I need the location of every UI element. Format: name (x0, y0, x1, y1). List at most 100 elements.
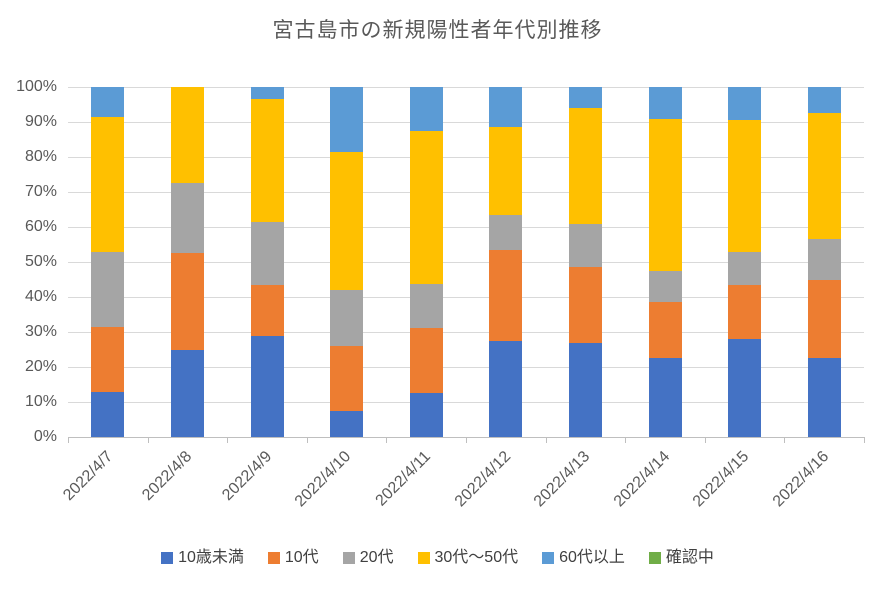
bar-2022/4/16 (807, 87, 841, 437)
legend-item-確認中[interactable]: 確認中 (648, 550, 714, 566)
bar-segment-30代〜50代[interactable] (250, 99, 284, 222)
legend-swatch-icon (267, 552, 280, 564)
legend-item-10代[interactable]: 10代 (267, 549, 319, 566)
bar-segment-20代[interactable] (807, 239, 841, 280)
bar-segment-10歳未満[interactable] (409, 393, 443, 437)
y-axis-tick-label: 60% (24, 218, 57, 235)
legend-swatch-icon (342, 552, 355, 564)
bar-segment-30代〜50代[interactable] (489, 127, 523, 215)
bar-segment-60代以上[interactable] (250, 87, 284, 100)
bar-segment-30代〜50代[interactable] (648, 118, 682, 271)
gridline (68, 157, 864, 158)
y-axis-tick-label: 80% (24, 148, 57, 165)
legend-item-60代以上[interactable]: 60代以上 (542, 550, 625, 566)
legend-swatch-icon (417, 552, 430, 564)
bar-2022/4/10 (330, 87, 364, 437)
bar-segment-10歳未満[interactable] (170, 349, 204, 437)
bar-segment-10代[interactable] (330, 346, 364, 411)
bar-segment-60代以上[interactable] (409, 87, 443, 131)
bar-segment-20代[interactable] (91, 251, 125, 327)
bar-segment-10代[interactable] (170, 253, 204, 350)
x-axis-tick-mark (466, 437, 467, 443)
y-axis-tick-label: 90% (24, 113, 57, 130)
gridline (68, 332, 864, 333)
x-axis-tick-label: 2022/4/9 (218, 448, 276, 505)
bar-segment-20代[interactable] (648, 270, 682, 303)
gridline (68, 262, 864, 263)
bar-segment-20代[interactable] (489, 214, 523, 250)
legend-swatch-icon (648, 552, 661, 564)
bar-segment-10歳未満[interactable] (807, 358, 841, 437)
bar-segment-10代[interactable] (409, 327, 443, 394)
legend-label: 30代〜50代 (434, 549, 519, 566)
bar-segment-60代以上[interactable] (807, 87, 841, 114)
bar-segment-30代〜50代[interactable] (807, 113, 841, 240)
bar-segment-20代[interactable] (728, 251, 762, 285)
legend-item-10歳未満[interactable]: 10歳未満 (161, 550, 244, 566)
x-axis-tick-mark (704, 437, 706, 443)
bar-segment-20代[interactable] (250, 221, 284, 285)
bar-segment-10代[interactable] (648, 302, 682, 359)
bar-segment-30代〜50代[interactable] (728, 120, 762, 252)
x-axis-tick-label: 2022/4/13 (531, 448, 594, 511)
y-axis-tick-label: 40% (24, 288, 57, 305)
y-axis-tick-label: 70% (24, 183, 57, 200)
x-axis-tick-label: 2022/4/15 (690, 448, 753, 511)
bar-segment-20代[interactable] (170, 183, 204, 254)
bar-segment-10歳未満[interactable] (648, 358, 682, 437)
x-axis-tick-mark (68, 437, 69, 443)
gridline (68, 87, 864, 88)
legend-item-30代〜50代[interactable]: 30代〜50代 (417, 549, 519, 566)
x-axis-tick-label: 2022/4/14 (610, 448, 674, 511)
x-axis-tick-mark (306, 437, 308, 443)
legend-item-20代[interactable]: 20代 (342, 550, 394, 566)
bar-segment-60代以上[interactable] (489, 87, 523, 128)
bar-segment-60代以上[interactable] (728, 87, 762, 121)
bar-2022/4/13 (568, 87, 602, 437)
legend-label: 10歳未満 (178, 549, 244, 566)
bar-segment-30代〜50代[interactable] (568, 108, 602, 224)
bar-2022/4/9 (250, 87, 284, 437)
x-axis-tick-label: 2022/4/7 (59, 448, 116, 505)
bar-segment-30代〜50代[interactable] (409, 130, 443, 284)
bar-segment-10歳未満[interactable] (568, 342, 602, 437)
x-axis-tick-mark (784, 437, 786, 443)
bar-segment-10歳未満[interactable] (330, 410, 364, 437)
x-axis-tick-mark (625, 437, 627, 443)
bar-segment-10代[interactable] (250, 284, 284, 336)
bar-segment-20代[interactable] (568, 223, 602, 268)
y-axis-tick-label: 100% (16, 78, 57, 95)
bar-segment-10歳未満[interactable] (728, 339, 762, 437)
gridline (68, 227, 864, 228)
bar-segment-10歳未満[interactable] (489, 340, 523, 437)
x-axis-tick-label: 2022/4/11 (372, 448, 435, 510)
bar-segment-30代〜50代[interactable] (170, 87, 204, 184)
bar-segment-60代以上[interactable] (648, 87, 682, 119)
bar-segment-10歳未満[interactable] (250, 335, 284, 437)
bar-2022/4/12 (489, 87, 523, 437)
bar-segment-10代[interactable] (728, 284, 762, 339)
bar-segment-20代[interactable] (409, 283, 443, 328)
bar-segment-10代[interactable] (807, 279, 841, 359)
legend-swatch-icon (542, 552, 555, 564)
bar-segment-60代以上[interactable] (330, 87, 364, 152)
bar-segment-60代以上[interactable] (568, 87, 602, 108)
y-axis-tick-label: 20% (24, 358, 57, 375)
gridline (68, 122, 864, 123)
x-axis-tick-label: 2022/4/8 (139, 448, 196, 505)
x-axis-tick-label: 2022/4/16 (769, 448, 833, 511)
bar-segment-20代[interactable] (330, 290, 364, 346)
bar-segment-10代[interactable] (489, 249, 523, 341)
y-axis-tick-label: 10% (24, 393, 57, 410)
bar-2022/4/14 (648, 87, 682, 437)
bar-2022/4/8 (170, 87, 204, 437)
gridline (68, 192, 864, 193)
legend-label: 10代 (284, 549, 319, 566)
bar-segment-30代〜50代[interactable] (330, 151, 364, 290)
bar-segment-10代[interactable] (91, 326, 125, 392)
bar-segment-30代〜50代[interactable] (91, 116, 125, 252)
bar-segment-10歳未満[interactable] (91, 391, 125, 437)
bar-segment-60代以上[interactable] (91, 87, 125, 117)
bar-segment-10代[interactable] (568, 267, 602, 343)
